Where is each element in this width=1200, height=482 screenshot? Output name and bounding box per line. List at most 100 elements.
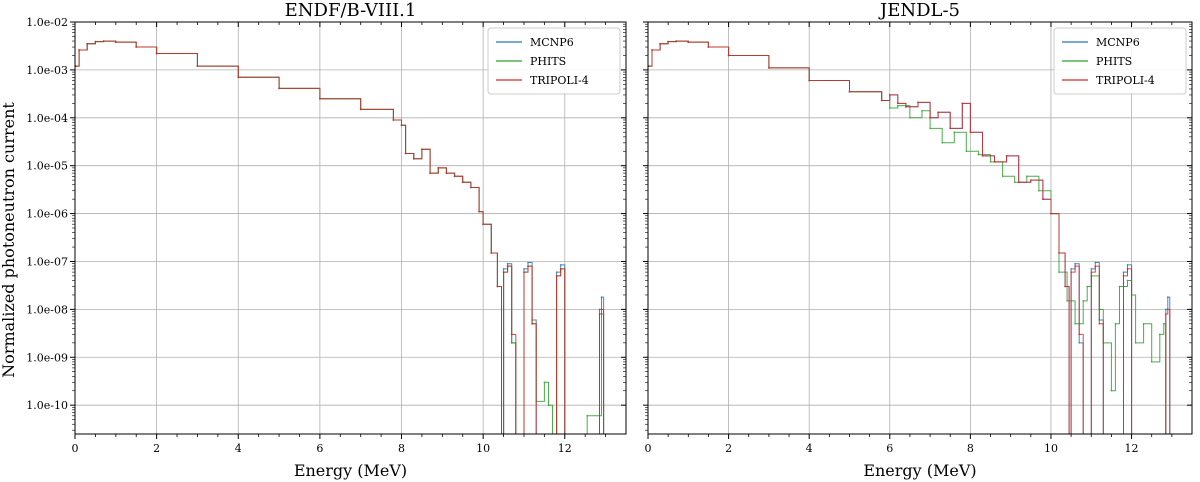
series-group bbox=[648, 40, 1171, 440]
data-point-phits bbox=[888, 107, 891, 109]
data-point-tripoli-4 bbox=[412, 157, 415, 160]
x-tick-label: 4 bbox=[806, 442, 813, 455]
data-point-tripoli-4 bbox=[1017, 181, 1020, 184]
y-tick-label: 1.0e-06 bbox=[26, 208, 68, 221]
data-point-tripoli-4 bbox=[1074, 265, 1076, 267]
y-tick-label: 1.0e-02 bbox=[26, 16, 68, 29]
data-point-phits bbox=[1038, 189, 1040, 192]
data-point-tripoli-4 bbox=[917, 101, 919, 104]
data-point-phits bbox=[1058, 271, 1060, 273]
data-point-tripoli-4 bbox=[445, 172, 448, 175]
data-point-phits bbox=[543, 381, 546, 384]
data-point-tripoli-4 bbox=[135, 46, 138, 48]
legend-label-phits: PHITS bbox=[530, 55, 566, 68]
data-point-phits bbox=[1114, 322, 1117, 325]
data-point-tripoli-4 bbox=[359, 108, 362, 111]
right-panel: JENDL-5 0 2 4 6 8 10 12 Energy (MeV) MCNP6 PHITS TR… bbox=[643, 0, 1193, 480]
data-point-mcnp6 bbox=[501, 438, 503, 440]
series-line-phits bbox=[648, 40, 1167, 434]
data-point-tripoli-4 bbox=[437, 167, 440, 169]
x-axis-label-0: Energy (MeV) bbox=[294, 461, 407, 480]
data-point-tripoli-4 bbox=[1064, 285, 1066, 288]
data-point-tripoli-4 bbox=[501, 438, 503, 440]
data-point-phits bbox=[1066, 300, 1068, 302]
data-point-tripoli-4 bbox=[929, 116, 931, 119]
legend-label-tripoli-4: TRIPOLI-4 bbox=[530, 74, 589, 87]
data-point-tripoli-4 bbox=[937, 111, 939, 114]
data-point-tripoli-4 bbox=[651, 49, 653, 51]
data-point-tripoli-4 bbox=[1078, 333, 1081, 336]
data-point-mcnp6 bbox=[506, 262, 509, 265]
data-point-phits bbox=[896, 104, 899, 107]
data-point-phits bbox=[510, 342, 513, 344]
y-tick-label: 1.0e-04 bbox=[26, 112, 68, 125]
data-point-tripoli-4 bbox=[114, 41, 117, 43]
data-point-tripoli-4 bbox=[478, 210, 480, 213]
data-point-tripoli-4 bbox=[905, 105, 907, 108]
data-point-tripoli-4 bbox=[1029, 179, 1032, 182]
data-point-tripoli-4 bbox=[848, 90, 851, 93]
data-point-mcnp6 bbox=[1102, 438, 1104, 440]
x-tick-label: 2 bbox=[153, 442, 160, 455]
data-point-tripoli-4 bbox=[535, 438, 537, 440]
data-point-tripoli-4 bbox=[470, 186, 472, 189]
data-point-tripoli-4 bbox=[659, 42, 661, 45]
data-point-phits bbox=[1086, 285, 1089, 288]
data-point-tripoli-4 bbox=[515, 438, 517, 440]
data-point-tripoli-4 bbox=[155, 52, 158, 55]
data-point-tripoli-4 bbox=[453, 175, 456, 178]
data-point-phits bbox=[921, 109, 923, 112]
x-tick-label: 2 bbox=[725, 442, 732, 455]
data-point-tripoli-4 bbox=[1126, 268, 1129, 270]
data-point-mcnp6 bbox=[603, 438, 605, 440]
data-point-tripoli-4 bbox=[496, 285, 499, 288]
plot-frame bbox=[74, 21, 627, 435]
x-tick-label: 10 bbox=[1044, 442, 1058, 455]
data-point-phits bbox=[501, 438, 503, 440]
data-point-tripoli-4 bbox=[196, 65, 199, 67]
data-point-tripoli-4 bbox=[429, 172, 431, 175]
x-tick-label: 6 bbox=[316, 442, 323, 455]
y-axis-label: Normalized photoneutron current bbox=[0, 102, 18, 378]
data-point-phits bbox=[586, 414, 589, 417]
data-point-mcnp6 bbox=[1090, 268, 1093, 270]
legend-label-tripoli-4: TRIPOLI-4 bbox=[1096, 74, 1155, 87]
data-point-phits bbox=[1165, 438, 1167, 440]
legend-label-phits: PHITS bbox=[1096, 55, 1132, 68]
data-point-mcnp6 bbox=[1078, 342, 1081, 344]
x-tick-label: 10 bbox=[476, 442, 490, 455]
data-point-phits bbox=[603, 438, 605, 440]
data-point-tripoli-4 bbox=[552, 438, 554, 440]
data-point-tripoli-4 bbox=[102, 40, 105, 42]
data-point-tripoli-4 bbox=[1070, 271, 1072, 273]
chart-title-1: JENDL-5 bbox=[878, 0, 960, 21]
y-tick-label: 1.0e-09 bbox=[26, 351, 68, 364]
data-point-tripoli-4 bbox=[404, 152, 407, 155]
data-point-phits bbox=[515, 438, 517, 440]
plot-frame bbox=[647, 21, 1193, 435]
data-point-phits bbox=[584, 438, 586, 440]
y-tick-label: 1.0e-05 bbox=[26, 160, 68, 173]
data-point-tripoli-4 bbox=[237, 76, 240, 79]
data-point-phits bbox=[1150, 361, 1153, 363]
data-point-tripoli-4 bbox=[1042, 198, 1044, 201]
data-point-tripoli-4 bbox=[1164, 313, 1167, 315]
data-point-tripoli-4 bbox=[1098, 322, 1101, 325]
data-point-phits bbox=[547, 404, 550, 407]
data-point-tripoli-4 bbox=[531, 322, 533, 325]
series-line-tripoli-4 bbox=[75, 40, 605, 434]
chart-title-0: ENDF/B-VIII.1 bbox=[285, 0, 417, 21]
data-point-tripoli-4 bbox=[278, 87, 280, 90]
legend-label-mcnp6: MCNP6 bbox=[530, 36, 574, 49]
data-point-tripoli-4 bbox=[523, 271, 525, 273]
data-point-tripoli-4 bbox=[880, 99, 883, 102]
data-point-mcnp6 bbox=[1094, 261, 1097, 264]
data-point-tripoli-4 bbox=[727, 54, 730, 57]
data-point-phits bbox=[1110, 389, 1113, 392]
x-tick-label: 0 bbox=[645, 442, 652, 455]
data-point-tripoli-4 bbox=[510, 333, 513, 336]
data-point-tripoli-4 bbox=[1058, 252, 1060, 254]
data-point-tripoli-4 bbox=[400, 124, 403, 127]
data-point-mcnp6 bbox=[1169, 438, 1171, 440]
data-point-tripoli-4 bbox=[421, 148, 423, 151]
